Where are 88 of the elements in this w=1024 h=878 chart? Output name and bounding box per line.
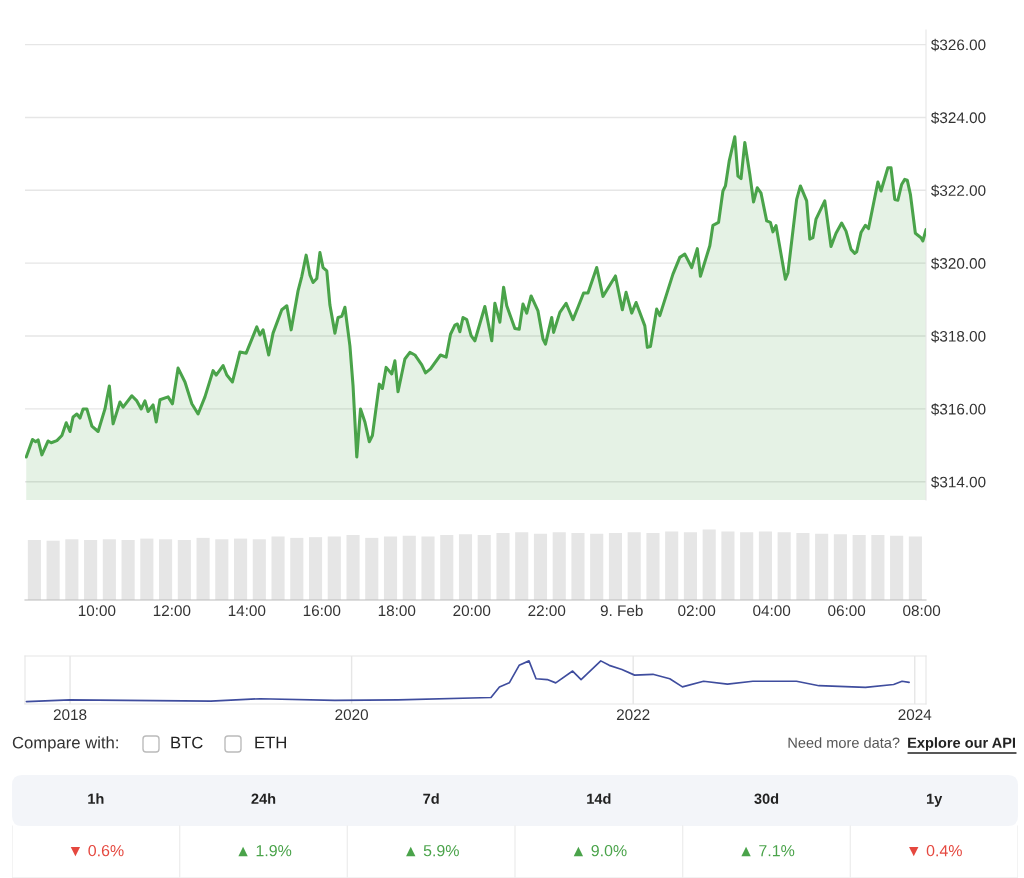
x-tick-label: 9. Feb [600,604,643,617]
x-tick-label: 2020 [335,709,369,721]
bar [627,532,641,600]
data-label: ▼ 0.4% [909,844,962,857]
bar [796,532,810,600]
x-tick-label: 10:00 [78,605,116,617]
bar [383,536,398,600]
bar [365,537,379,600]
y-tick-label: $324.00 [931,111,986,125]
x-tick-label: 04:00 [753,605,791,617]
bar [290,537,304,600]
data-label: ▲ 7.1% [741,845,795,857]
bar [177,540,191,600]
category-label: 1y [926,793,943,807]
x-tick-label: 14:00 [228,605,266,617]
text: BTC [171,736,203,749]
x-tick-label: 16:00 [303,605,341,617]
x-tick-label: 2022 [616,709,650,721]
bar [234,538,248,600]
bar [140,538,154,600]
y-tick-label: $326.00 [931,38,986,52]
bar [440,535,454,600]
bar [852,535,866,600]
x-tick-label: 18:00 [378,605,416,617]
bar [815,533,829,600]
x-tick-label: 2018 [53,709,87,721]
bar [740,532,754,600]
bar [590,533,604,600]
data-label: ▲ 9.0% [573,844,627,857]
text: Need more data? [788,737,900,748]
bar [683,532,697,600]
bar [421,536,435,600]
x-tick-label: 08:00 [903,605,941,617]
x-tick-label: 22:00 [528,605,566,617]
bar [646,532,660,600]
category-label: 14d [587,793,611,804]
y-tick-label: $322.00 [931,184,986,197]
bar [402,535,416,600]
text: Compare with: [12,736,118,752]
bar [458,534,473,600]
y-tick-label: $316.00 [931,403,986,416]
bar [252,539,266,600]
data-label: ▼ 0.6% [70,844,124,857]
bar [777,532,791,600]
bar [496,532,510,600]
y-tick-label: $314.00 [931,476,986,489]
bar [159,539,173,600]
bar [552,532,566,600]
text: ETH [255,736,286,749]
x-tick-label: 2024 [898,709,932,721]
text: Explore our API [908,737,1016,751]
category-label: 1h [88,793,104,804]
bar [833,534,847,600]
bar [121,540,135,600]
bar [665,531,679,600]
bar [721,531,735,600]
bar [871,535,885,600]
bar [327,536,341,600]
bar [271,536,285,600]
category-label: 7d [423,793,439,804]
bar [308,537,323,600]
bar [346,535,360,600]
bar [890,535,904,600]
bar [702,529,716,600]
category-label: 30d [754,793,779,804]
bar [515,532,529,600]
bar [196,537,210,600]
x-tick-label: 20:00 [453,605,491,617]
bar [46,540,60,600]
bar [758,531,772,600]
bar [102,539,116,600]
category-label: 24h [251,793,276,804]
bar [84,540,98,600]
bar [27,540,41,600]
data-label: ▲ 5.9% [406,844,459,857]
bar [908,536,922,600]
bar [571,532,585,600]
data-label: ▲ 1.9% [238,844,292,857]
y-tick-label: $318.00 [931,330,986,343]
bar [215,539,229,600]
bar [65,539,79,600]
x-tick-label: 06:00 [828,605,866,617]
x-tick-label: 02:00 [678,605,716,617]
bar [608,532,623,600]
x-tick-label: 12:00 [153,605,191,617]
y-tick-label: $320.00 [931,257,986,270]
bar [533,533,548,600]
bar [477,535,491,600]
